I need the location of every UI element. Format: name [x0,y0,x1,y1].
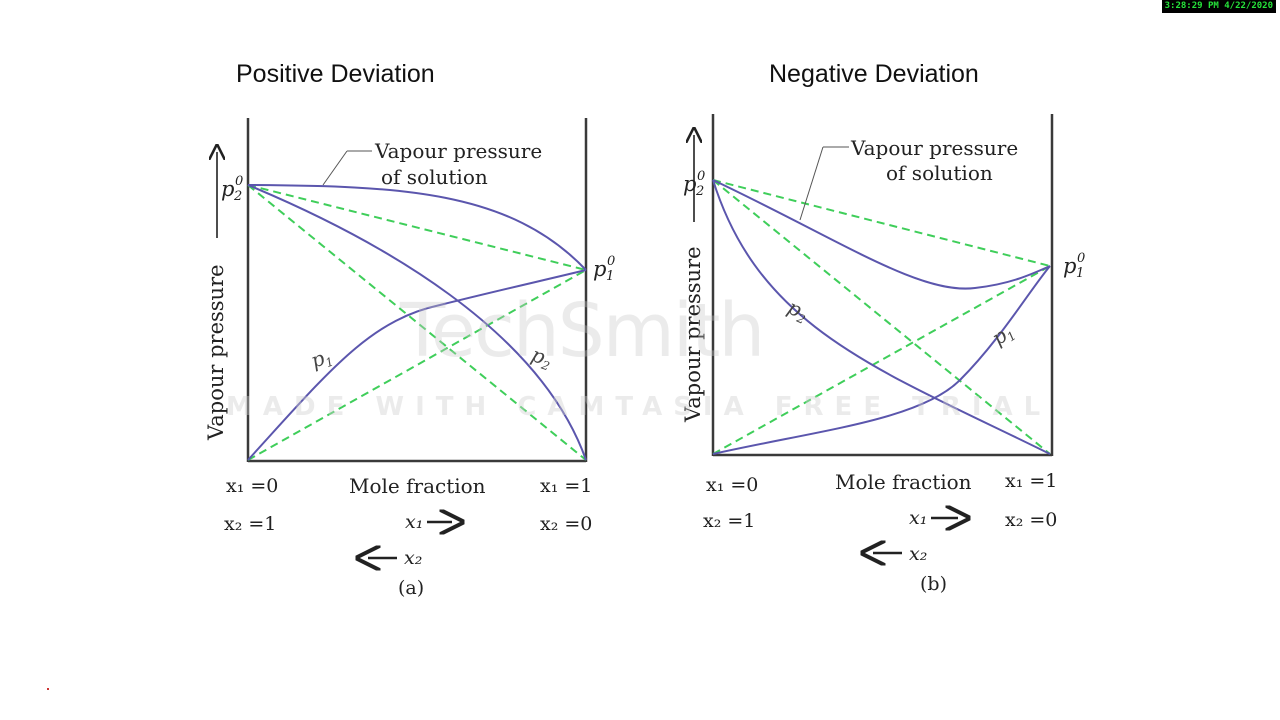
p1-curve [247,269,587,461]
panel-caption: (a) [398,577,424,599]
x2-direction-label: x₂ [404,547,422,569]
callout-line-2: of solution [886,161,993,185]
techsmith-watermark-logo: TechSmith [400,288,765,374]
total-pressure-curve [247,184,587,271]
panel-positive: Vapour pressure Vapour pressure of solut… [204,118,619,599]
x1-direction-label: x₁ [405,511,423,533]
callout-line-1: Vapour pressure [850,136,1018,160]
x-axis-label: Mole fraction [835,470,972,494]
y-axis-label: Vapour pressure [681,246,705,423]
ideal-total-line [247,184,587,271]
camtasia-watermark-text: MADE WITH CAMTASIA FREE TRIAL [226,392,1052,422]
left-x1-label: x₁ =0 [226,475,278,497]
callout-leader [322,150,348,186]
negative-deviation-title: Negative Deviation [769,60,979,88]
p2-curve [712,179,1051,455]
curve-p1-label: p1 [987,319,1019,352]
ideal-p2-line [247,184,587,461]
callout-line-2: of solution [381,165,488,189]
p1-zero-label: p 1 0 [593,254,619,284]
recording-timestamp: 3:28:29 PM 4/22/2020 [1161,0,1276,13]
x-axis-label: Mole fraction [349,474,486,498]
stray-dot [47,688,49,690]
callout-line-1: Vapour pressure [374,139,542,163]
p1-zero-label: p 1 0 [1063,251,1089,281]
callout-leader [799,146,824,221]
p1-curve [712,265,1051,455]
y-axis-label: Vapour pressure [204,264,228,441]
right-x2-label: x₂ =0 [540,513,592,535]
p2-zero-label: p 2 0 [221,174,247,204]
p2-curve [247,184,587,461]
total-pressure-curve [712,179,1051,290]
left-x2-label: x₂ =1 [224,513,276,535]
right-x2-label: x₂ =0 [1005,509,1057,531]
left-x1-label: x₁ =0 [706,474,758,496]
x2-direction-label: x₂ [909,543,927,565]
left-x2-label: x₂ =1 [703,510,755,532]
x1-direction-label: x₁ [909,507,927,529]
ideal-p1-line [712,265,1051,455]
p2-zero-label: p 2 0 [683,169,709,199]
right-x1-label: x₁ =1 [540,475,592,497]
ideal-total-line [712,179,1051,267]
panel-caption: (b) [920,573,947,595]
positive-deviation-title: Positive Deviation [236,60,435,88]
ideal-p2-line [712,179,1051,455]
right-x1-label: x₁ =1 [1005,470,1057,492]
